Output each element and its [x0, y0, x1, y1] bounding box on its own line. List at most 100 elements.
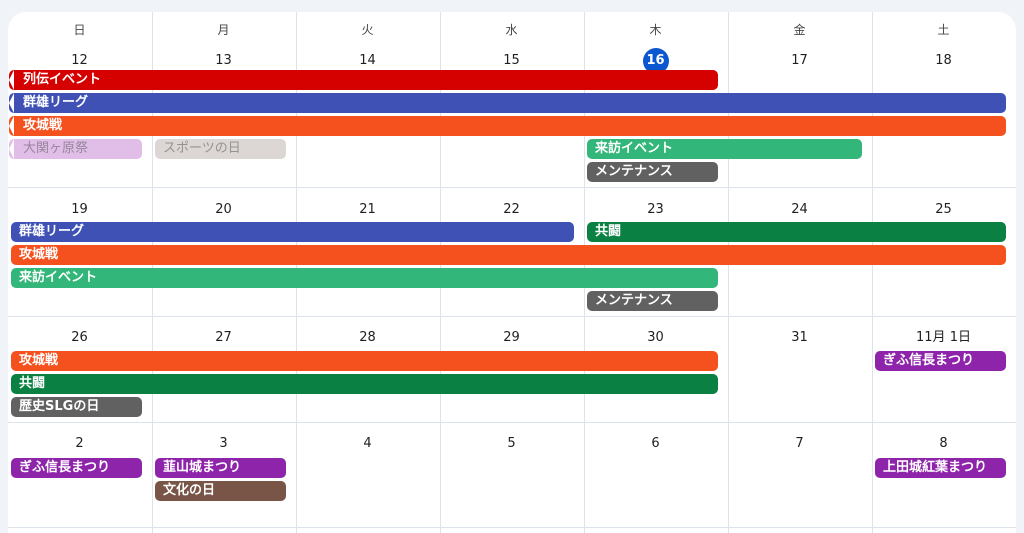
day-number[interactable]: 22 — [440, 202, 583, 218]
event-chip[interactable]: 共闘 — [11, 374, 718, 394]
day-number-label: 31 — [791, 330, 808, 345]
event-chip[interactable]: 大関ヶ原祭 — [9, 139, 142, 159]
day-number[interactable]: 14 — [296, 53, 439, 69]
weekday-header: 木 — [649, 23, 662, 37]
day-number[interactable]: 31 — [728, 330, 871, 346]
weekday-header: 日 — [73, 23, 86, 37]
event-chip[interactable]: 文化の日 — [155, 481, 286, 501]
event-title: 文化の日 — [163, 483, 216, 498]
weekday-header: 金 — [793, 23, 806, 37]
event-title: 上田城紅葉まつり — [883, 460, 988, 475]
day-number-label: 30 — [647, 330, 664, 345]
column-divider — [872, 12, 873, 533]
event-chip[interactable]: 上田城紅葉まつり — [875, 458, 1006, 478]
event-chip[interactable]: ぎふ信長まつり — [11, 458, 142, 478]
day-number-label: 29 — [503, 330, 520, 345]
day-number-label: 17 — [791, 53, 808, 68]
day-number-label: 23 — [647, 202, 664, 217]
event-chip[interactable]: メンテナンス — [587, 162, 718, 182]
event-title: ぎふ信長まつり — [19, 460, 111, 475]
event-chip[interactable]: 攻城戦 — [11, 351, 718, 371]
day-number-label: 24 — [791, 202, 808, 217]
day-number-label: 12 — [71, 53, 88, 68]
event-title: 大関ヶ原祭 — [23, 141, 89, 156]
day-number-label: 5 — [507, 436, 516, 451]
event-chip[interactable]: 来訪イベント — [11, 268, 718, 288]
day-number[interactable]: 13 — [152, 53, 295, 69]
event-title: 列伝イベント — [23, 72, 102, 87]
day-number[interactable]: 5 — [440, 436, 583, 452]
day-number[interactable]: 27 — [152, 330, 295, 346]
day-number-label: 6 — [651, 436, 660, 451]
month-grid: 日月火水木金土 12 13 14 15 16 17 18 19 20 21 22 23 24 25 26 27 2… — [8, 12, 1016, 533]
day-number[interactable]: 11月 1日 — [872, 330, 1015, 346]
event-title: 来訪イベント — [19, 270, 98, 285]
day-number[interactable]: 7 — [728, 436, 871, 452]
day-number-label: 22 — [503, 202, 520, 217]
day-number-label: 28 — [359, 330, 376, 345]
event-title: 歴史SLGの日 — [19, 399, 100, 414]
event-title: 攻城戦 — [19, 247, 59, 262]
day-number-label: 18 — [935, 53, 952, 68]
day-number[interactable]: 28 — [296, 330, 439, 346]
event-title: 共闘 — [595, 224, 622, 239]
event-title: 攻城戦 — [23, 118, 63, 133]
day-number-label: 26 — [71, 330, 88, 345]
day-number-label: 25 — [935, 202, 952, 217]
day-number[interactable]: 20 — [152, 202, 295, 218]
event-title: 群雄リーグ — [23, 95, 89, 110]
event-chip[interactable]: 群雄リーグ — [9, 93, 1006, 113]
day-number[interactable]: 26 — [8, 330, 151, 346]
day-number[interactable]: 30 — [584, 330, 727, 346]
event-title: ぎふ信長まつり — [883, 353, 975, 368]
weekday-header: 土 — [937, 23, 950, 37]
day-number[interactable]: 19 — [8, 202, 151, 218]
event-title: 韮山城まつり — [163, 460, 242, 475]
event-title: 攻城戦 — [19, 353, 59, 368]
week-divider — [8, 527, 1016, 528]
event-title: メンテナンス — [595, 293, 673, 308]
week-divider — [8, 316, 1016, 317]
day-number-label: 7 — [795, 436, 804, 451]
day-number[interactable]: 29 — [440, 330, 583, 346]
event-chip[interactable]: 韮山城まつり — [155, 458, 286, 478]
day-number-label: 8 — [939, 436, 948, 451]
day-number[interactable]: 4 — [296, 436, 439, 452]
day-number[interactable]: 18 — [872, 53, 1015, 69]
event-chip[interactable]: 歴史SLGの日 — [11, 397, 142, 417]
day-number-label: 21 — [359, 202, 376, 217]
event-chip[interactable]: ぎふ信長まつり — [875, 351, 1006, 371]
day-number[interactable]: 15 — [440, 53, 583, 69]
event-chip[interactable]: 来訪イベント — [587, 139, 862, 159]
event-chip[interactable]: スポーツの日 — [155, 139, 286, 159]
column-divider — [728, 12, 729, 533]
weekday-header: 水 — [505, 23, 518, 37]
event-chip[interactable]: 群雄リーグ — [11, 222, 574, 242]
weekday-header: 火 — [361, 23, 374, 37]
day-number[interactable]: 21 — [296, 202, 439, 218]
day-number-label: 19 — [71, 202, 88, 217]
day-number[interactable]: 6 — [584, 436, 727, 452]
event-title: メンテナンス — [595, 164, 673, 179]
event-title: 共闘 — [19, 376, 46, 391]
week-divider — [8, 422, 1016, 423]
event-chip[interactable]: 共闘 — [587, 222, 1006, 242]
event-chip[interactable]: 攻城戦 — [11, 245, 1006, 265]
day-number[interactable]: 17 — [728, 53, 871, 69]
today-date[interactable]: 16 — [584, 48, 727, 74]
day-number[interactable]: 12 — [8, 53, 151, 69]
day-number[interactable]: 3 — [152, 436, 295, 452]
weekday-header: 月 — [217, 23, 230, 37]
week-divider — [8, 187, 1016, 188]
event-title: 群雄リーグ — [19, 224, 85, 239]
event-chip[interactable]: 攻城戦 — [9, 116, 1006, 136]
event-chip[interactable]: メンテナンス — [587, 291, 718, 311]
day-number-label: 16 — [642, 48, 669, 74]
day-number[interactable]: 23 — [584, 202, 727, 218]
day-number-label: 4 — [363, 436, 372, 451]
event-chip[interactable]: 列伝イベント — [9, 70, 718, 90]
day-number[interactable]: 8 — [872, 436, 1015, 452]
day-number[interactable]: 25 — [872, 202, 1015, 218]
day-number[interactable]: 24 — [728, 202, 871, 218]
day-number[interactable]: 2 — [8, 436, 151, 452]
